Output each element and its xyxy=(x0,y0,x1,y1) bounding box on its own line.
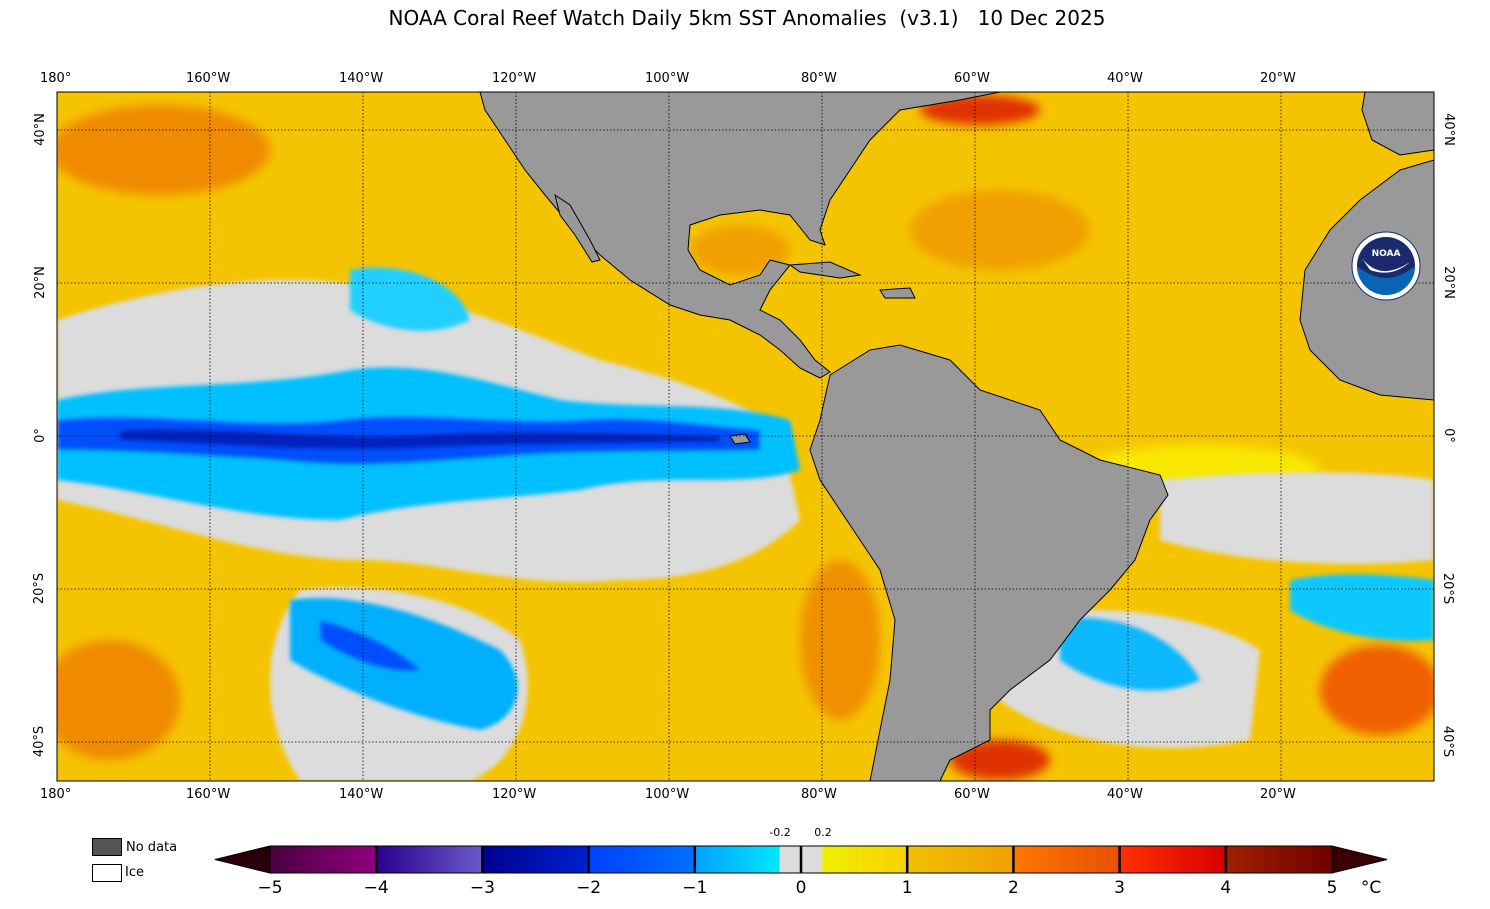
colorbar-tick-label: 1 xyxy=(901,878,913,898)
colorbar-over-arrow xyxy=(1331,845,1388,874)
lon-label-bottom: 160°W xyxy=(186,787,231,802)
colorbar-segment xyxy=(482,846,589,873)
lon-label-bottom: 40°W xyxy=(1107,787,1143,802)
lon-label-bottom: 80°W xyxy=(801,787,837,802)
lat-label-right: 0° xyxy=(1440,428,1456,443)
lat-label-left: 0° xyxy=(32,428,48,443)
north-america xyxy=(479,92,1001,379)
colorbar-segment xyxy=(907,846,1014,873)
lat-label-left: 20°S xyxy=(32,572,48,605)
colorbar-segment xyxy=(1225,846,1332,873)
south-america xyxy=(809,344,1169,781)
lon-label-top: 20°W xyxy=(1260,71,1296,86)
lon-label-bottom: 100°W xyxy=(645,787,690,802)
cuba xyxy=(788,261,862,279)
lon-label-bottom: 60°W xyxy=(954,787,990,802)
colorbar-tick-label: 2 xyxy=(1007,878,1019,898)
iberia xyxy=(1361,92,1434,156)
baja-california xyxy=(554,193,601,263)
colorbar-unit: °C xyxy=(1360,878,1382,898)
colorbar-segment xyxy=(270,846,377,873)
colorbar-tick-label: −4 xyxy=(363,878,389,898)
colorbar-tick-label: −5 xyxy=(257,878,283,898)
colorbar-tick-label: 0 xyxy=(795,878,807,898)
colorbar-tick-label: 5 xyxy=(1326,878,1338,898)
colorbar-tick-label: 3 xyxy=(1114,878,1126,898)
lon-label-top: 80°W xyxy=(801,71,837,86)
colorbar-segment xyxy=(1013,846,1120,873)
lat-label-right: 20°S xyxy=(1440,572,1456,605)
ice-swatch xyxy=(92,864,122,882)
colorbar-tick-label: 4 xyxy=(1220,878,1232,898)
lon-label-top: 180° xyxy=(40,71,72,86)
lon-label-bottom: 20°W xyxy=(1260,787,1296,802)
colorbar-tick-label: −3 xyxy=(469,878,495,898)
svg-text:NOAA: NOAA xyxy=(1372,249,1401,259)
lon-label-bottom: 120°W xyxy=(492,787,537,802)
land-masses xyxy=(479,92,1434,781)
colorbar-segment xyxy=(376,846,483,873)
map-frame xyxy=(56,91,1435,782)
gridlines xyxy=(57,92,1434,781)
no-data-label: No data xyxy=(126,840,178,855)
galapagos xyxy=(729,433,751,445)
lat-label-right: 20°N xyxy=(1440,266,1456,299)
map-title: NOAA Coral Reef Watch Daily 5km SST Anom… xyxy=(388,6,1106,30)
hispaniola xyxy=(879,287,916,299)
lon-label-top: 100°W xyxy=(645,71,690,86)
cool-anomaly-regions xyxy=(57,267,1434,730)
lat-label-left: 40°N xyxy=(32,113,48,146)
lon-label-top: 40°W xyxy=(1107,71,1143,86)
colorbar xyxy=(214,845,1388,874)
lon-label-top: 120°W xyxy=(492,71,537,86)
lat-label-right: 40°N xyxy=(1440,113,1456,146)
lat-label-left: 40°S xyxy=(32,725,48,758)
lon-label-top: 60°W xyxy=(954,71,990,86)
colorbar-segment xyxy=(588,846,695,873)
lon-label-top: 160°W xyxy=(186,71,231,86)
colorbar-under-arrow xyxy=(214,845,271,874)
lon-label-bottom: 140°W xyxy=(339,787,384,802)
lon-label-top: 140°W xyxy=(339,71,384,86)
colorbar-segment xyxy=(694,846,780,873)
warm-anomaly-patches xyxy=(57,95,1434,780)
colorbar-tick-label: −1 xyxy=(682,878,708,898)
ice-label: Ice xyxy=(125,865,144,880)
no-data-swatch xyxy=(92,838,122,856)
lat-label-left: 20°N xyxy=(32,266,48,299)
noaa-logo: NOAA xyxy=(1351,231,1421,301)
colorbar-segment xyxy=(1119,846,1226,873)
lat-label-right: 40°S xyxy=(1440,725,1456,758)
colorbar-small-label: 0.2 xyxy=(814,826,832,839)
colorbar-small-label: -0.2 xyxy=(769,826,791,839)
colorbar-segment xyxy=(822,846,908,873)
lon-label-bottom: 180° xyxy=(40,787,72,802)
colorbar-tick-label: −2 xyxy=(576,878,602,898)
